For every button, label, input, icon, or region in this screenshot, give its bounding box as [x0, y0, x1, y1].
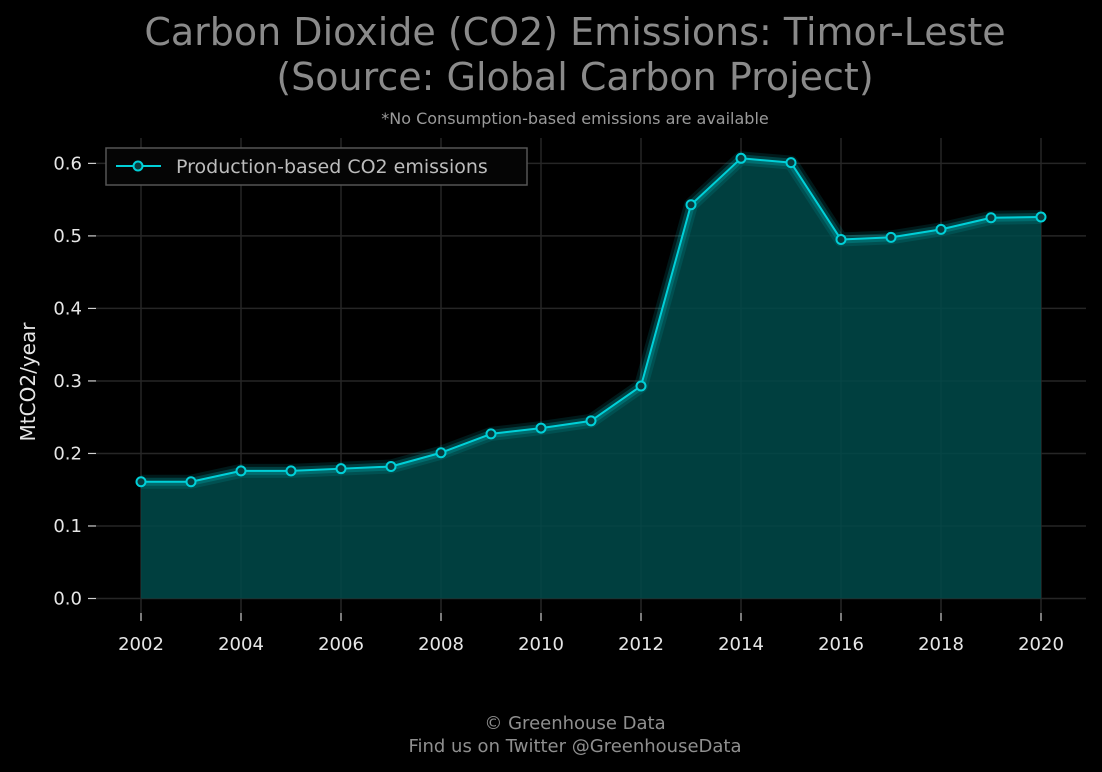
y-tick-label: 0.0 [53, 588, 82, 609]
x-tick-label: 2016 [818, 634, 864, 655]
x-axis-ticks: 2002 2004 2006 2008 2010 2012 2014 2016 2018 2020 [118, 613, 1064, 655]
data-point [185, 476, 197, 488]
data-point [685, 199, 697, 211]
data-point [885, 231, 897, 243]
x-tick-label: 2020 [1018, 634, 1064, 655]
x-tick-label: 2006 [318, 634, 364, 655]
data-point [935, 223, 947, 235]
legend-marker-swatch [132, 160, 144, 172]
y-tick-label: 0.2 [53, 443, 82, 464]
legend-entry-production: Production-based CO2 emissions [176, 156, 488, 178]
data-point [1035, 211, 1047, 223]
data-point [835, 234, 847, 246]
series-area-fill [141, 158, 1041, 599]
data-point [435, 447, 447, 459]
x-tick-label: 2010 [518, 634, 564, 655]
data-point [735, 152, 747, 164]
data-point [535, 422, 547, 434]
chart-title-line-2: (Source: Global Carbon Project) [276, 55, 873, 99]
x-tick-label: 2012 [618, 634, 664, 655]
data-point [985, 212, 997, 224]
data-point [785, 157, 797, 169]
data-point [285, 465, 297, 477]
x-tick-label: 2018 [918, 634, 964, 655]
data-point [335, 463, 347, 475]
y-tick-label: 0.4 [53, 298, 82, 319]
y-tick-label: 0.6 [53, 153, 82, 174]
chart-subtitle: *No Consumption-based emissions are avai… [381, 109, 769, 128]
chart-title-line-1: Carbon Dioxide (CO2) Emissions: Timor-Le… [144, 10, 1005, 54]
x-tick-label: 2014 [718, 634, 764, 655]
data-point [585, 415, 597, 427]
legend: Production-based CO2 emissions [105, 147, 528, 186]
y-tick-label: 0.3 [53, 371, 82, 392]
area-layer [141, 158, 1041, 599]
x-tick-label: 2002 [118, 634, 164, 655]
x-tick-label: 2008 [418, 634, 464, 655]
y-axis-ticks: 0.0 0.1 0.2 0.3 0.4 0.5 0.6 [53, 153, 96, 609]
data-point [485, 428, 497, 440]
y-tick-label: 0.1 [53, 516, 82, 537]
x-tick-label: 2004 [218, 634, 264, 655]
data-point [635, 380, 647, 392]
y-tick-label: 0.5 [53, 226, 82, 247]
data-point [235, 465, 247, 477]
y-axis-label: MtCO2/year [16, 322, 40, 442]
data-point [385, 461, 397, 473]
data-point [135, 476, 147, 488]
footer-twitter: Find us on Twitter @GreenhouseData [408, 736, 741, 757]
legend-box [105, 147, 528, 186]
footer-copyright: © Greenhouse Data [484, 713, 665, 734]
points-layer [135, 152, 1047, 488]
